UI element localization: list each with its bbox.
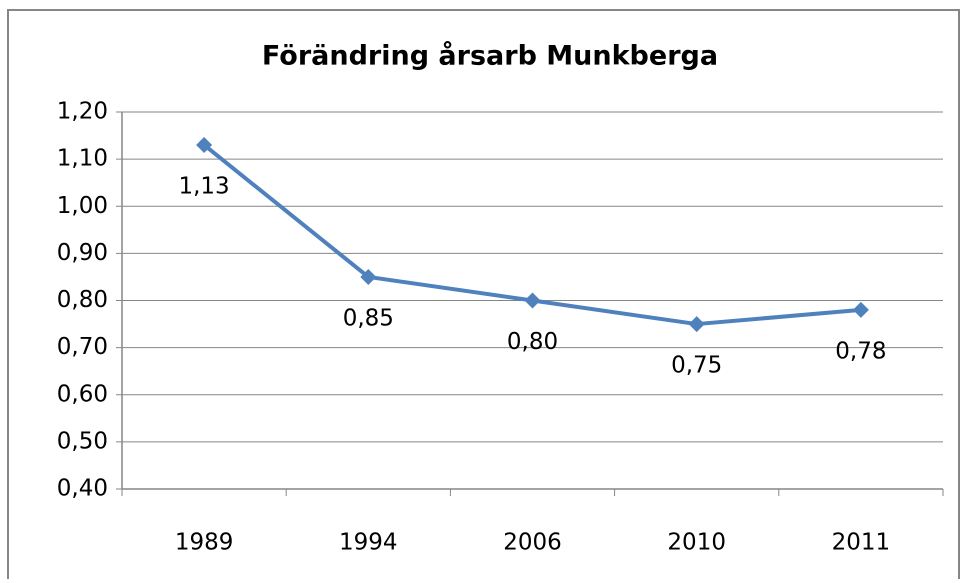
marker <box>360 268 377 285</box>
y-tick-label: 0,40 <box>57 476 108 502</box>
x-tick-label: 2010 <box>667 530 726 556</box>
y-tick-label: 1,00 <box>57 193 108 219</box>
y-tick-label: 0,80 <box>57 287 108 313</box>
chart-border <box>7 9 960 583</box>
x-tick-label: 1989 <box>175 530 234 556</box>
y-tick-label: 0,50 <box>57 428 108 454</box>
y-tick-label: 0,90 <box>57 240 108 266</box>
marker <box>524 292 541 309</box>
x-tick-label: 2011 <box>832 530 891 556</box>
y-tick-label: 0,60 <box>57 381 108 407</box>
y-tick-label: 0,70 <box>57 334 108 360</box>
y-tick-label: 1,20 <box>57 99 108 125</box>
data-label: 0,78 <box>835 338 886 364</box>
y-tick-label: 1,10 <box>57 146 108 172</box>
x-tick-label: 2006 <box>503 530 562 556</box>
marker <box>852 301 869 318</box>
x-tick-label: 1994 <box>339 530 398 556</box>
data-label: 0,75 <box>671 353 722 379</box>
data-label: 0,80 <box>507 329 558 355</box>
marker <box>688 316 705 333</box>
marker <box>196 136 213 153</box>
chart-title: Förändring årsarb Munkberga <box>262 40 718 72</box>
data-label: 0,85 <box>343 305 394 331</box>
data-label: 1,13 <box>178 173 229 199</box>
